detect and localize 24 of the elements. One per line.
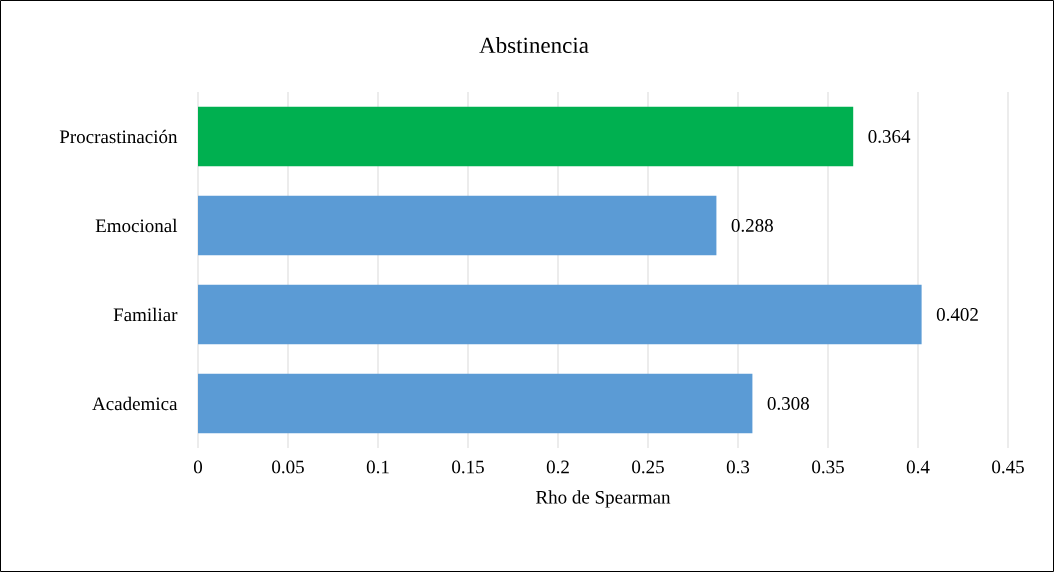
bar	[198, 373, 753, 434]
x-tick-label: 0.35	[812, 460, 844, 474]
bar	[198, 284, 922, 345]
x-tick-label: 0.4	[906, 460, 930, 474]
data-label: 0.402	[936, 308, 978, 321]
x-tick-label: 0.1	[366, 460, 389, 474]
x-tick-label: 0	[193, 460, 203, 474]
x-tick-label: 0.45	[992, 460, 1024, 474]
chart-title: Abstinencia	[479, 36, 589, 54]
x-tick-label: 0.25	[632, 460, 664, 474]
x-tick-label: 0.05	[272, 460, 304, 474]
x-axis-title: Rho de Spearman	[536, 490, 671, 508]
bar	[198, 106, 854, 167]
x-tick-label: 0.3	[726, 460, 750, 474]
bar	[198, 195, 717, 256]
y-tick-label: Familiar	[113, 307, 178, 322]
x-tick-label: 0.2	[546, 460, 569, 474]
data-label: 0.308	[767, 397, 809, 410]
data-label: 0.288	[731, 219, 773, 232]
y-tick-label: Emocional	[95, 218, 178, 233]
x-tick-label: 0.15	[452, 460, 484, 474]
y-tick-label: Procrastinación	[59, 129, 178, 144]
data-label: 0.364	[868, 130, 911, 143]
y-tick-label: Academica	[92, 396, 178, 411]
